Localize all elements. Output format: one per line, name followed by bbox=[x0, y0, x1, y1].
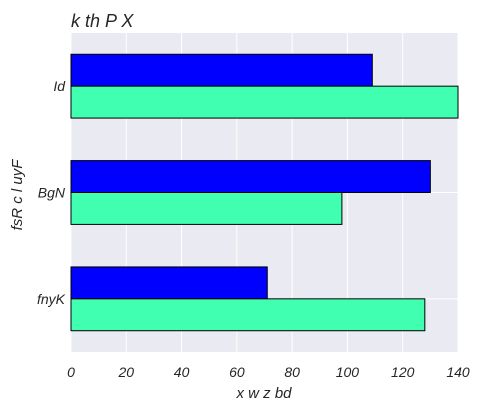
y-tick-labels: Id BgN fnyK bbox=[37, 78, 66, 307]
x-axis-label: x w z bd bbox=[235, 385, 292, 402]
x-tick-label: 0 bbox=[67, 364, 75, 380]
x-tick-label: 40 bbox=[174, 364, 190, 380]
x-tick-label: 100 bbox=[336, 364, 360, 380]
bars bbox=[70, 53, 459, 332]
y-tick-label: Id bbox=[53, 78, 66, 94]
bar-BgN-series-2 bbox=[70, 192, 343, 225]
x-tick-label: 140 bbox=[446, 364, 470, 380]
bar-Id-series-1 bbox=[70, 53, 373, 87]
x-tick-label: 60 bbox=[229, 364, 245, 380]
bar-fnyK-series-2 bbox=[70, 298, 426, 332]
x-tick-label: 80 bbox=[284, 364, 300, 380]
y-tick-label: fnyK bbox=[37, 291, 66, 307]
chart-title: k th P X bbox=[71, 11, 134, 31]
y-tick-label: BgN bbox=[38, 185, 66, 201]
y-axis-label: fsR c l uyF bbox=[9, 159, 26, 231]
x-tick-label: 120 bbox=[391, 364, 415, 380]
bar-Id-series-2 bbox=[70, 85, 459, 119]
bar-fnyK-series-1 bbox=[70, 266, 268, 300]
bar-BgN-series-1 bbox=[70, 160, 431, 194]
x-tick-labels: 0 20 40 60 80 100 120 140 bbox=[67, 364, 470, 380]
x-tick-label: 20 bbox=[117, 364, 134, 380]
